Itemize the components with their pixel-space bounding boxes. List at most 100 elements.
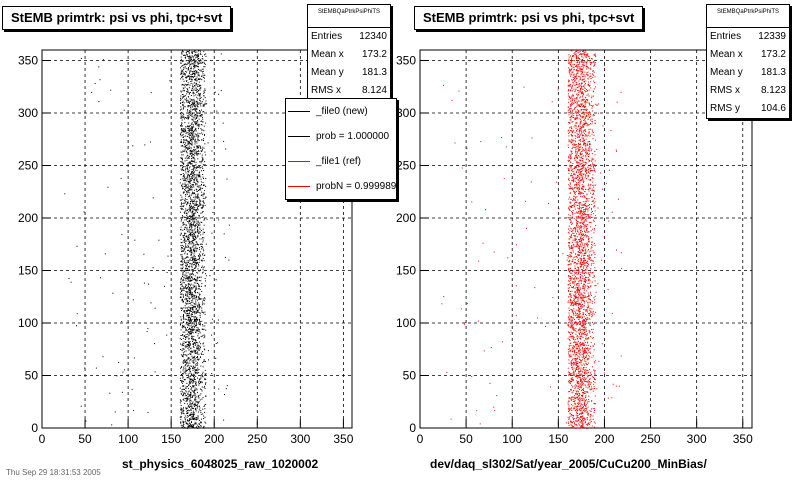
scatter-point <box>180 114 182 116</box>
scatter-point <box>194 318 196 320</box>
scatter-point <box>195 319 197 321</box>
scatter-point <box>198 199 200 201</box>
scatter-point <box>182 386 184 387</box>
scatter-point <box>578 261 580 262</box>
scatter-point <box>192 269 194 271</box>
scatter-point <box>183 359 185 361</box>
scatter-point <box>590 68 592 70</box>
scatter-point <box>180 407 182 409</box>
scatter-point <box>192 386 194 388</box>
scatter-point <box>180 270 182 272</box>
scatter-point <box>581 239 583 241</box>
scatter-point <box>184 269 186 271</box>
scatter-point <box>574 143 576 145</box>
scatter-point <box>584 224 586 226</box>
scatter-point <box>581 69 583 71</box>
scatter-point <box>576 70 578 72</box>
scatter-point <box>121 391 123 393</box>
scatter-point <box>202 353 204 355</box>
scatter-point <box>194 358 196 360</box>
scatter-point <box>182 279 184 281</box>
scatter-point <box>186 219 187 221</box>
scatter-point <box>184 131 186 133</box>
scatter-point <box>191 280 193 281</box>
scatter-point <box>186 277 188 279</box>
scatter-point <box>183 410 185 411</box>
scatter-point <box>577 187 579 189</box>
scatter-point <box>188 130 190 132</box>
scatter-point <box>201 259 203 261</box>
scatter-point <box>201 382 203 384</box>
scatter-point <box>184 191 186 193</box>
scatter-point <box>572 168 574 170</box>
scatter-point <box>191 184 193 186</box>
scatter-point <box>588 344 590 346</box>
scatter-point <box>571 407 572 409</box>
scatter-point <box>570 363 572 365</box>
scatter-point <box>188 117 190 119</box>
scatter-point <box>188 188 190 190</box>
scatter-point <box>195 265 197 267</box>
scatter-point <box>181 51 183 53</box>
scatter-point <box>198 151 200 152</box>
scatter-point <box>185 201 187 203</box>
scatter-point <box>182 115 184 117</box>
scatter-point <box>183 314 184 316</box>
scatter-point <box>193 161 195 163</box>
scatter-point <box>181 310 182 311</box>
scatter-point <box>204 204 206 206</box>
scatter-point <box>183 162 185 164</box>
scatter-point <box>185 257 187 259</box>
scatter-point <box>588 160 590 162</box>
scatter-point <box>186 355 188 357</box>
scatter-point <box>190 228 192 230</box>
scatter-point <box>569 188 571 190</box>
scatter-point <box>188 283 190 284</box>
scatter-point <box>595 403 596 405</box>
scatter-point <box>182 112 184 114</box>
scatter-point <box>186 177 188 179</box>
scatter-point <box>201 311 203 313</box>
scatter-point <box>579 308 581 310</box>
scatter-point <box>188 406 190 407</box>
scatter-point <box>188 297 190 299</box>
scatter-point <box>192 135 194 137</box>
scatter-point <box>578 162 580 164</box>
scatter-point <box>590 170 592 171</box>
scatter-point <box>181 84 183 86</box>
scatter-point <box>194 121 196 123</box>
scatter-point <box>568 331 570 333</box>
scatter-point <box>577 397 579 398</box>
scatter-point <box>188 181 190 183</box>
scatter-point <box>193 312 195 313</box>
scatter-point <box>575 241 577 243</box>
scatter-point <box>183 216 185 218</box>
scatter-point <box>181 285 183 287</box>
scatter-point <box>573 281 575 283</box>
scatter-point <box>180 56 182 58</box>
scatter-point <box>190 106 191 108</box>
scatter-point <box>187 324 189 326</box>
scatter-point <box>204 88 206 90</box>
scatter-point <box>583 329 585 331</box>
scatter-point <box>195 203 197 205</box>
scatter-point <box>189 289 191 291</box>
scatter-point <box>581 109 583 110</box>
scatter-point <box>188 158 190 159</box>
scatter-point <box>181 130 183 132</box>
scatter-point <box>194 73 196 75</box>
scatter-point <box>571 245 573 246</box>
scatter-point <box>580 383 582 385</box>
scatter-point <box>187 263 188 265</box>
scatter-point <box>585 405 587 407</box>
scatter-point <box>585 361 587 363</box>
scatter-point <box>183 288 184 290</box>
scatter-point <box>591 110 593 112</box>
scatter-point <box>196 188 198 190</box>
scatter-point <box>578 244 580 246</box>
scatter-point <box>194 238 196 240</box>
scatter-point <box>578 90 580 92</box>
scatter-point <box>203 218 205 220</box>
scatter-point <box>184 418 186 420</box>
scatter-point <box>188 157 190 159</box>
